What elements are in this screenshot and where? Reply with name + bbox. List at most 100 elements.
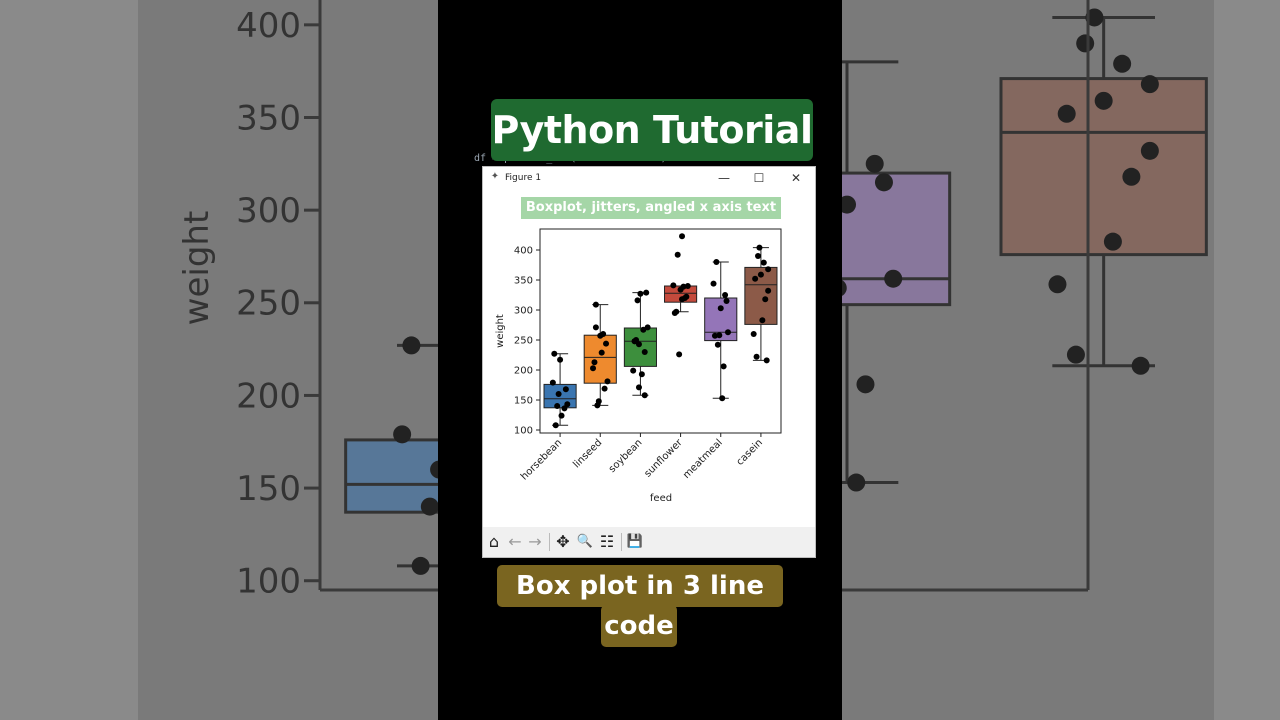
- minimize-button[interactable]: —: [718, 171, 730, 185]
- y-tick-label: 250: [514, 336, 533, 347]
- jitter-point: [1140, 75, 1159, 94]
- jitter-point: [393, 425, 412, 444]
- jitter-point: [765, 266, 772, 273]
- jitter-point: [557, 356, 564, 363]
- jitter-point: [1085, 8, 1104, 27]
- jitter-point: [631, 338, 638, 345]
- jitter-point: [755, 253, 762, 259]
- video-title-banner: Python Tutorial: [491, 99, 813, 161]
- back-arrow-icon[interactable]: ←: [508, 532, 522, 551]
- boxplot-chart: 100 150 200 250 300 350 400 horsebean linseed soy…: [495, 228, 782, 504]
- jitter-point: [558, 412, 565, 419]
- jitter-point: [561, 405, 568, 412]
- y-tick-label: 300: [514, 306, 533, 317]
- jitter-point: [551, 350, 558, 357]
- jitter-point: [402, 336, 421, 355]
- jitter-point: [1131, 356, 1150, 375]
- jitter-point: [635, 384, 642, 391]
- jitter-point: [564, 401, 571, 408]
- jitter-point: [554, 403, 561, 409]
- jitter-point: [591, 359, 598, 366]
- jitter-point: [1122, 167, 1141, 186]
- jitter-point: [411, 556, 430, 575]
- x-tick-label: soybean: [607, 437, 645, 475]
- y-tick-label: 100: [236, 562, 301, 602]
- jitter-point: [597, 332, 604, 339]
- jitter-point: [720, 363, 727, 370]
- jitter-point: [847, 473, 866, 492]
- jitter-point: [717, 305, 724, 312]
- bg-left-margin: [0, 0, 138, 720]
- jitter-point: [430, 460, 438, 479]
- jitter-point: [716, 332, 723, 339]
- save-icon[interactable]: 💾: [626, 534, 644, 549]
- toolbar-separator: [621, 533, 622, 551]
- figure-app-icon: ✦: [490, 171, 500, 182]
- box-soybean: [623, 327, 657, 367]
- jitter-point: [555, 391, 562, 397]
- y-tick-label: 350: [514, 276, 533, 287]
- jitter-point: [670, 282, 677, 289]
- close-button[interactable]: ✕: [790, 171, 802, 185]
- jitter-point: [562, 386, 569, 393]
- jitter-point: [673, 308, 680, 315]
- jitter-point: [1094, 91, 1113, 110]
- x-tick-label: linseed: [571, 437, 604, 470]
- y-tick-label: 300: [236, 191, 301, 231]
- figure-window: ✦ Figure 1 — ☐ ✕ 100 150 200 250 300 350 400 ho…: [482, 166, 816, 558]
- jitter-point: [753, 353, 760, 360]
- y-tick-label: 250: [236, 284, 301, 324]
- jitter-point: [677, 286, 684, 293]
- jitter-point: [719, 395, 726, 402]
- jitter-point: [750, 331, 757, 337]
- jitter-point: [762, 296, 769, 303]
- matplotlib-toolbar: ⌂ ← → ✥ 🔍 ☷ 💾: [483, 527, 815, 557]
- configure-subplots-icon[interactable]: ☷: [599, 532, 615, 551]
- jitter-point: [884, 269, 903, 288]
- forward-arrow-icon[interactable]: →: [528, 532, 542, 551]
- jitter-point: [759, 317, 766, 324]
- jitter-point: [592, 324, 599, 331]
- jitter-point: [874, 173, 893, 192]
- box-horsebean: [344, 438, 438, 514]
- plot-area-frame: [539, 228, 782, 434]
- jitter-point: [604, 378, 611, 385]
- window-titlebar[interactable]: ✦ Figure 1 — ☐ ✕: [483, 167, 815, 189]
- home-icon[interactable]: ⌂: [488, 532, 500, 551]
- jitter-point: [634, 297, 641, 304]
- jitter-point: [676, 351, 683, 358]
- jitter-point: [595, 398, 602, 405]
- jitter-point: [420, 497, 438, 516]
- jitter-point: [637, 290, 644, 297]
- jitter-point: [641, 349, 648, 355]
- video-caption: Box plot in 3 line of code: [497, 565, 783, 647]
- maximize-button[interactable]: ☐: [753, 171, 765, 185]
- jitter-point: [1140, 141, 1159, 160]
- jitter-point: [765, 287, 772, 294]
- y-tick-label: 100: [514, 426, 533, 437]
- x-tick-label: sunflower: [642, 437, 685, 480]
- box-linseed: [583, 334, 617, 384]
- jitter-point: [679, 233, 686, 240]
- y-tick-label: 150: [514, 396, 533, 407]
- y-tick-label: 150: [236, 469, 301, 509]
- jitter-point: [710, 280, 717, 287]
- jitter-point: [1048, 275, 1067, 294]
- zoom-icon[interactable]: 🔍: [576, 534, 594, 549]
- pan-icon[interactable]: ✥: [556, 532, 570, 551]
- jitter-point: [630, 367, 637, 374]
- jitter-point: [635, 341, 642, 348]
- jitter-point: [1057, 104, 1076, 123]
- jitter-point: [724, 329, 731, 336]
- jitter-point: [1113, 54, 1132, 73]
- y-tick-label: 200: [514, 366, 533, 377]
- toolbar-separator: [549, 533, 550, 551]
- caption-line-2: code: [601, 605, 677, 647]
- jitter-point: [842, 195, 856, 214]
- jitter-point: [603, 340, 610, 347]
- jitter-point: [760, 259, 767, 266]
- y-axis-label: weight: [495, 314, 506, 348]
- jitter-point: [552, 422, 559, 429]
- jitter-point: [640, 326, 647, 333]
